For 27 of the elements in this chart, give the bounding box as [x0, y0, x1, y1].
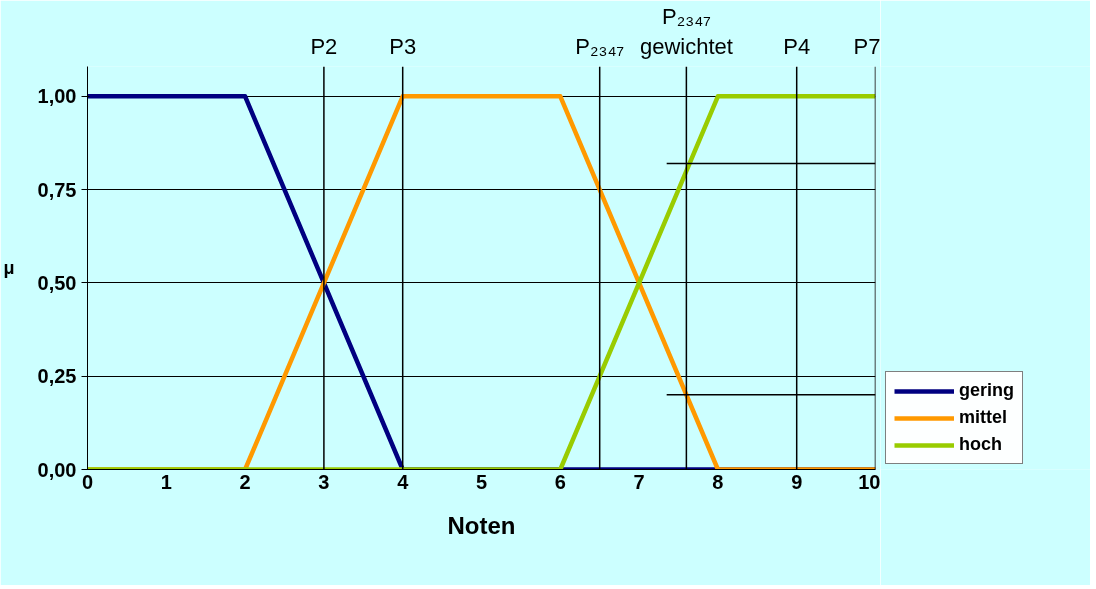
y-tick-label: 0,00 — [37, 458, 77, 481]
x-axis-title: Noten — [447, 511, 516, 539]
ref-line-label: P₂₃₄₇ — [575, 33, 625, 59]
ref-line-label: P₂₃₄₇ gewichtet — [639, 3, 733, 59]
y-tick-label: 1,00 — [37, 85, 77, 108]
ref-line-label: P3 — [389, 33, 417, 59]
y-tick-label: 0,25 — [37, 365, 77, 388]
x-tick-label: 2 — [239, 470, 251, 493]
x-tick-label: 8 — [712, 470, 724, 493]
x-tick-label: 9 — [791, 470, 803, 493]
y-tick-label: 0,75 — [37, 178, 77, 201]
x-tick-label: 5 — [475, 470, 488, 493]
ref-line-label: P7 — [853, 33, 881, 59]
legend-label: hoch — [959, 434, 1002, 455]
legend-label: gering — [959, 380, 1015, 401]
ref-line-label: P2 — [310, 33, 338, 59]
x-tick-label: 0 — [81, 470, 94, 493]
ref-line-label: P4 — [783, 33, 811, 59]
x-tick-label: 6 — [554, 470, 566, 493]
x-tick-label: 3 — [318, 470, 330, 493]
x-tick-label: 1 — [160, 470, 172, 493]
x-tick-label: 4 — [397, 470, 410, 493]
y-tick-label: 0,50 — [37, 271, 77, 294]
legend-label: mittel — [959, 407, 1008, 428]
y-axis-title: μ — [3, 258, 15, 278]
x-tick-label: 7 — [633, 470, 645, 493]
x-tick-label: 10 — [858, 470, 881, 493]
